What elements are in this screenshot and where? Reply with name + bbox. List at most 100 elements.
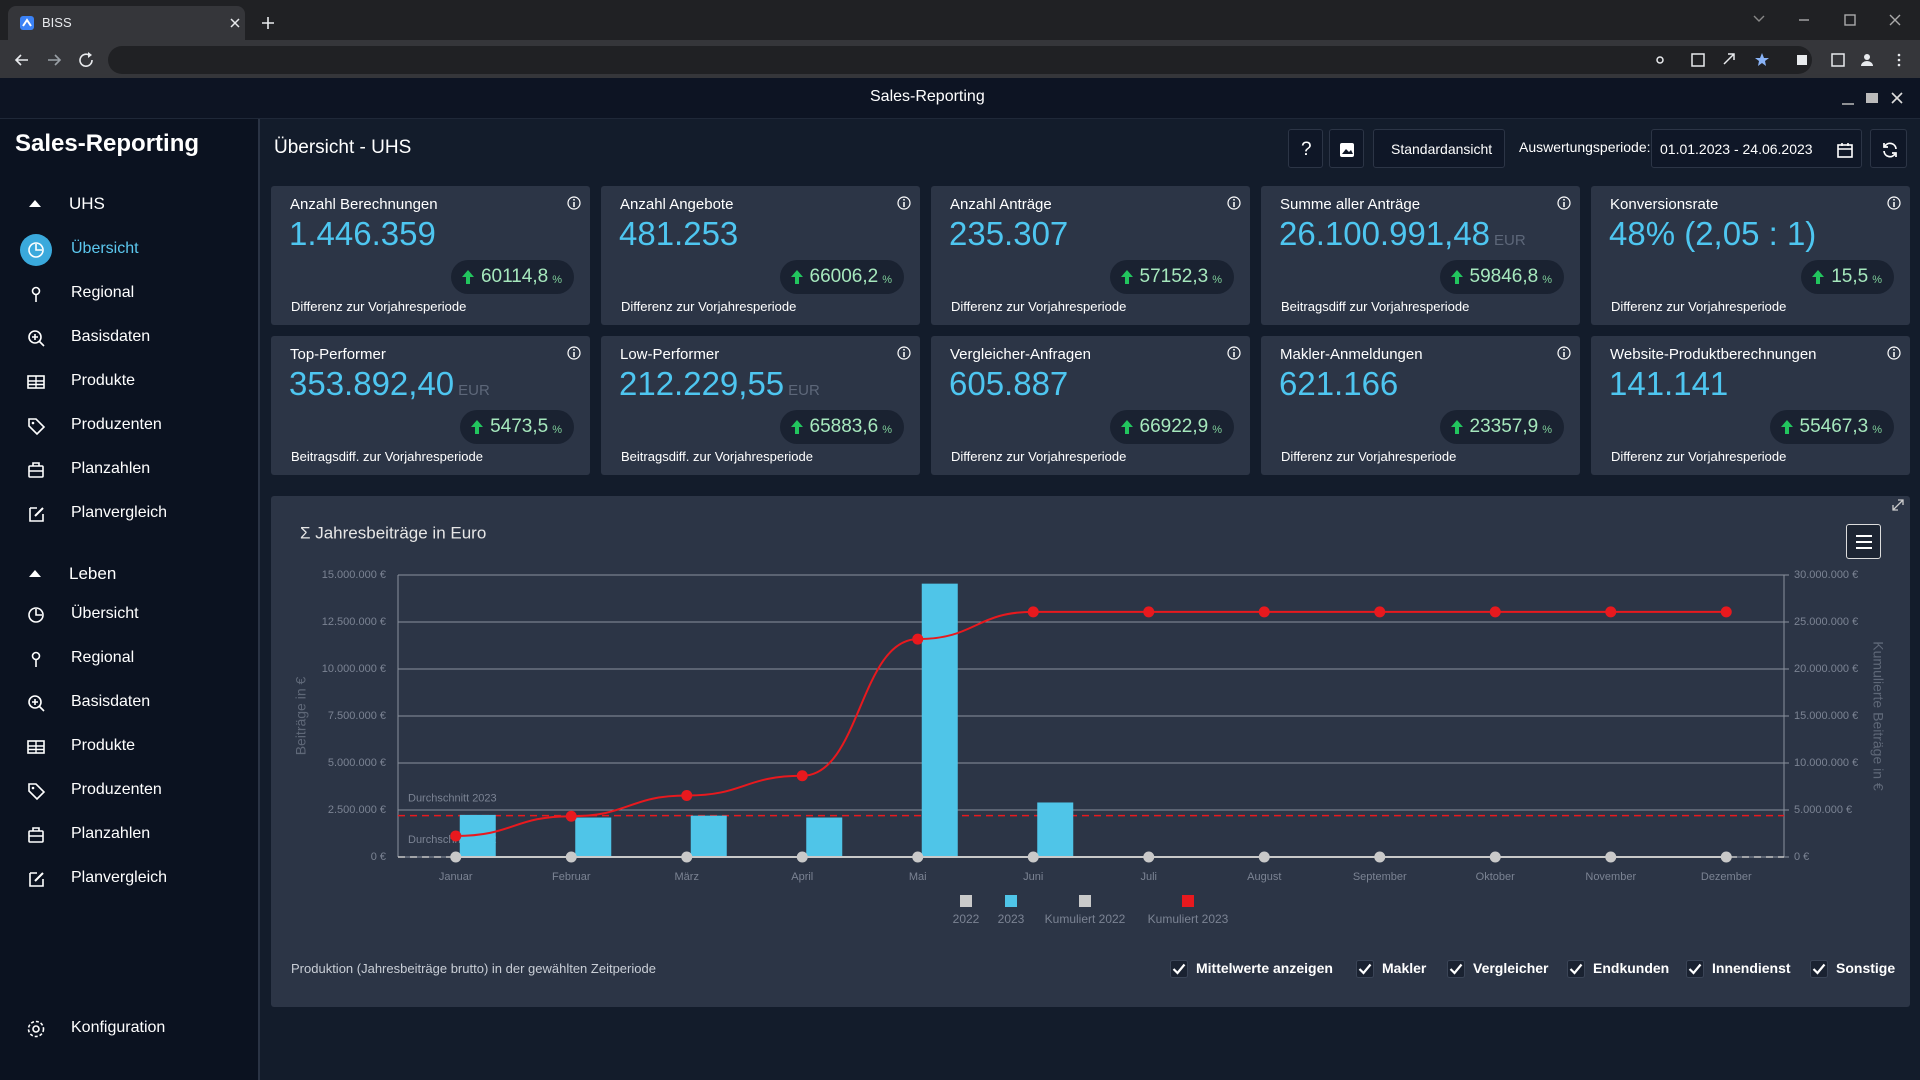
sidebar-group-label[interactable]: UHS	[69, 193, 105, 213]
up-arrow	[790, 420, 803, 434]
toggle-label[interactable]: Innendienst	[1712, 960, 1791, 977]
browser-tab[interactable]: BISS	[8, 6, 245, 40]
sidebar-item[interactable]: Produzenten	[71, 781, 162, 799]
change-value: 60114,8	[480, 266, 549, 287]
card-value-row: 48% (2,05 : 1)	[1609, 217, 1816, 250]
chart-menu-button[interactable]	[1846, 524, 1881, 559]
image-icon	[1340, 143, 1354, 157]
sidebar-icon	[27, 375, 45, 389]
kpi-card: Top-Performer 353.892,40 EUR 5473,5% Beitrag…	[271, 336, 590, 475]
toggle-label[interactable]: Vergleicher	[1473, 960, 1549, 977]
change-unit: %	[882, 423, 892, 436]
change-value: 66922,9	[1139, 416, 1209, 437]
sidebar-item[interactable]: Produkte	[71, 737, 136, 755]
card-title: Summe aller Anträge	[1280, 195, 1421, 213]
group-caret	[29, 200, 41, 207]
change-badge: 59846,8%	[1439, 260, 1564, 294]
refresh-icon	[1883, 142, 1897, 158]
card-value-row: 26.100.991,48 EUR	[1279, 217, 1526, 250]
change-badge: 55467,3%	[1769, 410, 1894, 444]
toggle-label[interactable]: Makler	[1382, 960, 1427, 977]
sidebar-item[interactable]: Konfiguration	[71, 1019, 166, 1037]
group-caret	[29, 570, 41, 577]
info-icon	[1887, 346, 1901, 360]
kpi-card: Vergleicher-Anfragen 605.887 66922,9% Diffe…	[931, 336, 1250, 475]
toggle-label[interactable]: Endkunden	[1593, 960, 1670, 977]
change-unit: %	[1872, 273, 1882, 286]
sidebar-item[interactable]: Regional	[71, 284, 135, 302]
card-title: Top-Performer	[290, 345, 386, 363]
card-caption: Differenz zur Vorjahresperiode	[951, 448, 1127, 464]
period-field[interactable]: 01.01.2023 - 24.06.2023	[1651, 129, 1862, 168]
sidebar-item[interactable]: Basisdaten	[71, 328, 151, 346]
sidebar-item[interactable]: Planzahlen	[71, 825, 151, 843]
checkbox	[1567, 960, 1585, 978]
kpi-card: Anzahl Anträge 235.307 57152,3% Differenz z…	[931, 186, 1250, 325]
toolbar-icons	[1656, 53, 1901, 67]
sidebar-icon	[31, 651, 41, 667]
change-value: 66006,2	[809, 266, 879, 287]
up-arrow	[1450, 420, 1463, 434]
card-value-row: 621.166	[1279, 367, 1398, 400]
kpi-card: Anzahl Berechnungen 1.446.359 60114,8% Diff…	[271, 186, 590, 325]
sidebar-item[interactable]: Übersicht	[71, 240, 139, 258]
card-unit: EUR	[788, 382, 820, 399]
help-button[interactable]: ?	[1288, 129, 1323, 168]
up-arrow	[790, 270, 803, 284]
change-badge: 15,5%	[1801, 260, 1894, 294]
image-button[interactable]	[1329, 129, 1364, 168]
sidebar-item[interactable]: Planvergleich	[71, 869, 168, 887]
card-caption: Beitragsdiff. zur Vorjahresperiode	[291, 448, 483, 464]
card-value-row: 1.446.359	[289, 217, 436, 250]
card-value: 621.166	[1279, 365, 1399, 402]
sidebar-icon	[28, 462, 44, 478]
change-unit: %	[1212, 273, 1222, 286]
sidebar-icon	[28, 783, 46, 801]
card-caption: Differenz zur Vorjahresperiode	[1281, 448, 1457, 464]
sidebar-item[interactable]: Produkte	[71, 372, 136, 390]
card-value: 1.446.359	[289, 215, 436, 252]
sidebar-item[interactable]: Basisdaten	[71, 693, 151, 711]
card-value-row: 212.229,55 EUR	[619, 367, 820, 400]
card-value: 605.887	[949, 365, 1069, 402]
view-button[interactable]: Standardansicht	[1373, 129, 1505, 168]
period-label: Auswertungsperiode:	[1519, 139, 1651, 156]
sidebar-item[interactable]: Planzahlen	[71, 460, 151, 478]
change-badge: 5473,5%	[460, 410, 574, 444]
toggle-label[interactable]: Mittelwerte anzeigen	[1196, 960, 1333, 977]
sidebar-group-label[interactable]: Leben	[69, 563, 117, 583]
app-window-controls	[1842, 92, 1903, 105]
sidebar-item[interactable]: Planvergleich	[71, 504, 168, 522]
change-value: 15,5	[1831, 266, 1869, 287]
address-bar[interactable]	[108, 46, 1812, 74]
card-caption: Differenz zur Vorjahresperiode	[1611, 448, 1787, 464]
sidebar-icon	[28, 330, 45, 347]
toggle-label[interactable]: Sonstige	[1836, 960, 1896, 977]
refresh-button[interactable]	[1870, 129, 1907, 168]
change-badge: 66006,2%	[779, 260, 904, 294]
info-icon	[1227, 346, 1241, 360]
card-value-row: 481.253	[619, 217, 738, 250]
checkbox	[1686, 960, 1704, 978]
card-caption: Differenz zur Vorjahresperiode	[951, 298, 1127, 314]
sidebar	[0, 119, 260, 1080]
sidebar-icon	[28, 827, 44, 843]
sidebar-item[interactable]: Übersicht	[71, 605, 139, 623]
change-badge: 57152,3%	[1109, 260, 1234, 294]
kpi-card: Website-Produktberechnungen 141.141 55467,…	[1591, 336, 1910, 475]
period-value: 01.01.2023 - 24.06.2023	[1660, 141, 1813, 158]
card-title: Low-Performer	[620, 345, 720, 363]
change-unit: %	[882, 273, 892, 286]
card-title: Website-Produktberechnungen	[1610, 345, 1817, 363]
sidebar-item[interactable]: Regional	[71, 649, 135, 667]
sidebar-icon	[29, 507, 44, 522]
card-value: 141.141	[1609, 365, 1729, 402]
change-value: 23357,9	[1469, 416, 1539, 437]
card-title: Konversionsrate	[1610, 195, 1719, 213]
info-icon	[1557, 196, 1571, 210]
sidebar-icon	[28, 695, 45, 712]
change-value: 55467,3	[1799, 416, 1869, 437]
nav-buttons	[14, 52, 93, 67]
sidebar-item[interactable]: Produzenten	[71, 416, 162, 434]
